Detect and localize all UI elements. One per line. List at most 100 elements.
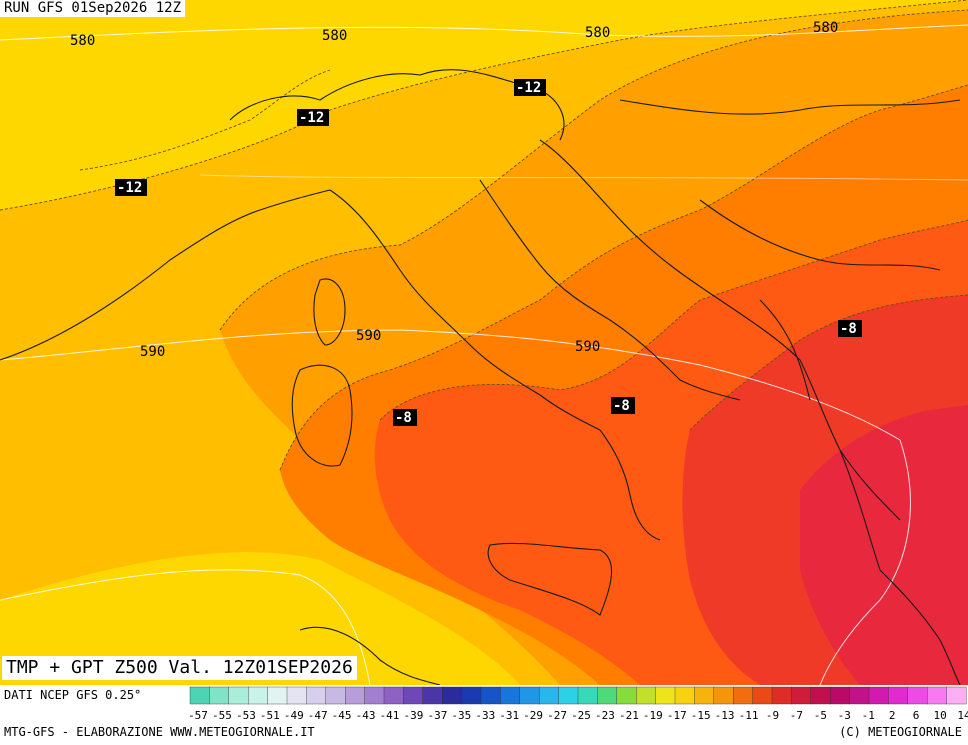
footer-copyright: (C) METEOGIORNALE <box>839 725 962 739</box>
colorbar-swatch <box>364 686 385 705</box>
colorbar-swatch <box>616 686 637 705</box>
colorbar-swatch <box>558 686 579 705</box>
colorbar-tick-label: -51 <box>260 709 280 722</box>
colorbar-swatch <box>907 686 928 705</box>
map-title: TMP + GPT Z500 Val. 12Z01SEP2026 <box>2 656 357 680</box>
colorbar-swatch <box>519 686 540 705</box>
colorbar-swatch <box>927 686 948 705</box>
colorbar-tick-label: -31 <box>499 709 519 722</box>
colorbar-tick-label: -55 <box>212 709 232 722</box>
colorbar-tick-label: -23 <box>595 709 615 722</box>
colorbar-tick-label: -21 <box>619 709 639 722</box>
colorbar-swatch <box>480 686 501 705</box>
colorbar-tick-label: 10 <box>933 709 946 722</box>
colorbar-swatch <box>539 686 560 705</box>
isotherms <box>0 0 968 471</box>
temp-label: -8 <box>840 321 857 337</box>
colorbar-tick-label: -9 <box>766 709 779 722</box>
colorbar-tick-label: -41 <box>380 709 400 722</box>
colorbar-tick-label: -37 <box>427 709 447 722</box>
temperature-field-crimson <box>800 405 968 685</box>
colorbar-swatch <box>674 686 695 705</box>
colorbar-tick-label: -7 <box>790 709 803 722</box>
colorbar-tick-label: 14 <box>957 709 968 722</box>
colorbar-swatches <box>189 686 967 705</box>
colorbar-swatch <box>209 686 230 705</box>
footer-credit: MTG-GFS - ELABORAZIONE WWW.METEOGIORNALE… <box>4 725 315 739</box>
temp-label: -12 <box>516 80 541 96</box>
temperature-field-warm-core <box>861 127 936 202</box>
colorbar-tick-label: -15 <box>691 709 711 722</box>
temp-label: -12 <box>117 180 142 196</box>
colorbar-swatch <box>422 686 443 705</box>
colorbar-tick-label: -27 <box>547 709 567 722</box>
colorbar-swatch <box>267 686 288 705</box>
colorbar-swatch <box>286 686 307 705</box>
gpt-label: 590 <box>140 344 165 360</box>
colorbar-swatch <box>403 686 424 705</box>
colorbar-swatch <box>733 686 754 705</box>
weather-map: 580 580 580 580 590 590 590 -12 -12 -12 … <box>0 0 968 685</box>
coastlines-and-borders <box>0 69 961 685</box>
colorbar-tick-label: -45 <box>332 709 352 722</box>
temp-label: -8 <box>613 398 630 414</box>
colorbar-tick-label: -47 <box>308 709 328 722</box>
gpt-label: 580 <box>322 28 347 44</box>
colorbar-tick-label: -43 <box>356 709 376 722</box>
gpt-label: 590 <box>575 339 600 355</box>
colorbar-tick-label: -29 <box>523 709 543 722</box>
data-source-label: DATI NCEP GFS 0.25° <box>4 688 142 702</box>
colorbar-tick-label: -5 <box>814 709 827 722</box>
temperature-labels: -12 -12 -12 -8 -8 -8 <box>115 79 862 426</box>
colorbar: -57 -55 -53 -51 -49 -47 -45 -43 -41 -39 -37 -35 -33-… <box>188 686 968 722</box>
gpt-label: 580 <box>585 25 610 41</box>
colorbar-tick-label: -53 <box>236 709 256 722</box>
colorbar-swatch <box>694 686 715 705</box>
colorbar-swatch <box>810 686 831 705</box>
colorbar-swatch <box>306 686 327 705</box>
colorbar-swatch <box>228 686 249 705</box>
colorbar-swatch <box>597 686 618 705</box>
colorbar-swatch <box>325 686 346 705</box>
gpt-label: 590 <box>356 328 381 344</box>
colorbar-tick-label: -33 <box>475 709 495 722</box>
colorbar-tick-label: -11 <box>739 709 759 722</box>
colorbar-swatch <box>868 686 889 705</box>
temp-label: -8 <box>395 410 412 426</box>
colorbar-swatch <box>791 686 812 705</box>
temp-label: -12 <box>299 110 324 126</box>
colorbar-tick-label: -13 <box>715 709 735 722</box>
colorbar-tick-label: 2 <box>889 709 896 722</box>
colorbar-ticks: -57 -55 -53 -51 -49 -47 -45 -43 -41 -39 -37 -35 -33-… <box>188 709 968 722</box>
gpt-label: 580 <box>813 20 838 36</box>
colorbar-tick-label: -35 <box>451 709 471 722</box>
colorbar-tick-label: -49 <box>284 709 304 722</box>
run-label: RUN GFS 01Sep2026 12Z <box>0 0 186 17</box>
colorbar-swatch <box>461 686 482 705</box>
colorbar-tick-label: -17 <box>667 709 687 722</box>
colorbar-swatch <box>442 686 463 705</box>
colorbar-tick-label: -25 <box>571 709 591 722</box>
gpt-label: 580 <box>70 33 95 49</box>
colorbar-tick-label: -19 <box>643 709 663 722</box>
colorbar-swatch <box>247 686 269 705</box>
colorbar-swatch <box>946 686 967 705</box>
colorbar-tick-label: -39 <box>403 709 423 722</box>
geopotential-contours <box>0 24 968 685</box>
colorbar-swatch <box>752 686 773 705</box>
colorbar-tick-label: 6 <box>913 709 920 722</box>
colorbar-swatch <box>888 686 909 705</box>
colorbar-swatch <box>500 686 521 705</box>
colorbar-swatch <box>771 686 792 705</box>
colorbar-swatch <box>713 686 734 705</box>
colorbar-tick-label: -57 <box>188 709 208 722</box>
colorbar-swatch <box>189 686 210 705</box>
colorbar-swatch <box>383 686 404 705</box>
colorbar-tick-label: -1 <box>862 709 875 722</box>
colorbar-tick-label: -3 <box>838 709 851 722</box>
colorbar-swatch <box>345 686 366 705</box>
colorbar-swatch <box>655 686 676 705</box>
geopotential-labels: 580 580 580 580 590 590 590 <box>70 20 838 360</box>
colorbar-swatch <box>636 686 657 705</box>
